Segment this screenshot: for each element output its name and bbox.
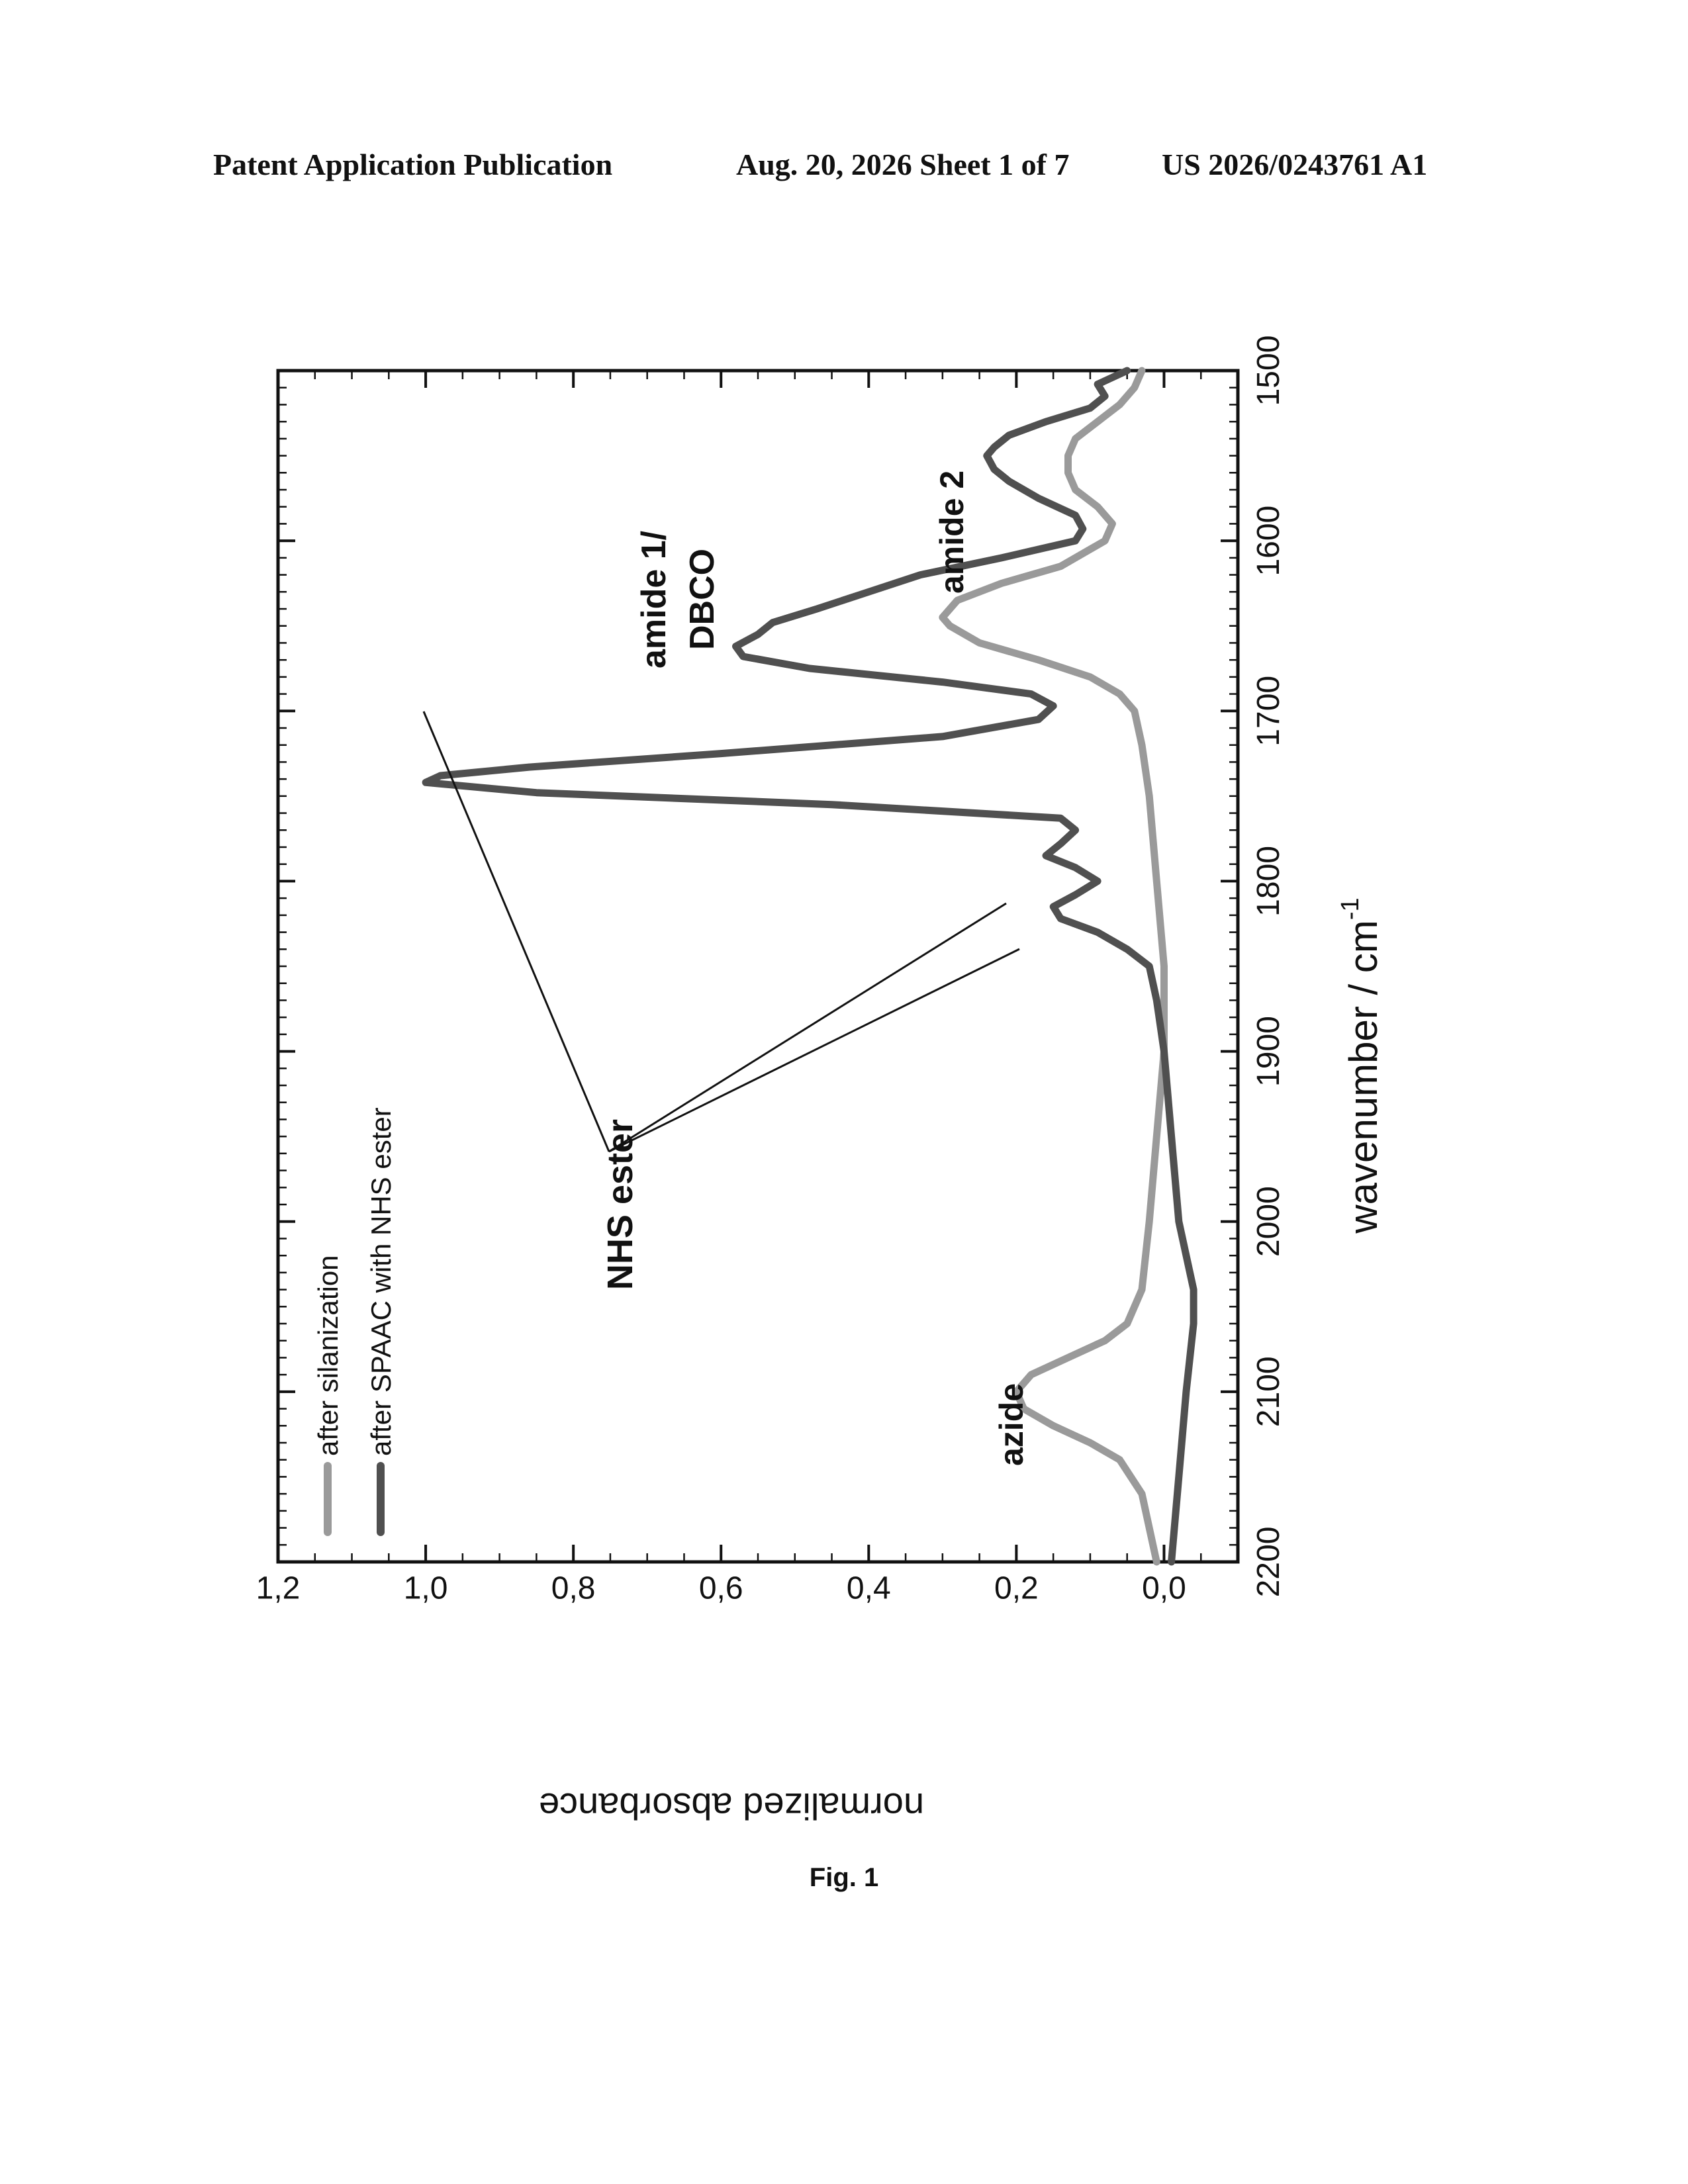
y-tick-label: 0,0 xyxy=(1142,1571,1186,1606)
series-layer xyxy=(426,371,1194,1562)
legend-label-after-silanization: after silanization xyxy=(312,1255,344,1457)
annotation-amide1-line2: DBCO xyxy=(683,549,722,650)
x-tick-label: 1700 xyxy=(1251,676,1286,747)
x-tick-label: 1600 xyxy=(1251,506,1286,576)
leader-line-3 xyxy=(609,949,1019,1152)
nhs-ester-leader-lines xyxy=(424,711,1019,1152)
legend-label-after-spaac: after SPAAC with NHS ester xyxy=(365,1107,397,1456)
peak-annotations: azide NHS ester amide 1/ DBCO amide 2 xyxy=(600,471,1030,1466)
x-tick-labels: 2200 2100 2000 1900 1800 1700 1600 1500 xyxy=(1251,336,1286,1598)
axis-titles: wavenumber / cm-1 xyxy=(1336,897,1385,1234)
annotation-amide2: amide 2 xyxy=(933,471,970,594)
y-tick-labels: 0,0 0,2 0,4 0,6 0,8 1,0 1,2 xyxy=(256,1571,1186,1606)
x-tick-label: 2000 xyxy=(1251,1186,1286,1257)
x-axis-title-main: wavenumber / cm xyxy=(1341,920,1385,1234)
x-tick-label: 2200 xyxy=(1251,1527,1286,1598)
figure-caption: Fig. 1 xyxy=(0,1863,1688,1893)
x-tick-label: 1900 xyxy=(1251,1016,1286,1087)
y-tick-label: 0,4 xyxy=(847,1571,891,1606)
legend: after silanization after SPAAC with NHS … xyxy=(312,1107,397,1532)
series-line-after-spaac xyxy=(426,371,1194,1562)
x-axis-title: wavenumber / cm-1 xyxy=(1336,897,1385,1234)
leader-line-2 xyxy=(609,903,1006,1152)
leader-line-1 xyxy=(424,711,609,1152)
annotation-amide1-line1: amide 1/ xyxy=(635,531,673,668)
x-tick-label: 1800 xyxy=(1251,846,1286,917)
x-tick-label: 2100 xyxy=(1251,1356,1286,1427)
y-tick-label: 0,2 xyxy=(994,1571,1039,1606)
x-tick-label: 1500 xyxy=(1251,336,1286,406)
y-tick-label: 1,2 xyxy=(256,1571,301,1606)
annotation-nhs-ester: NHS ester xyxy=(600,1119,640,1290)
y-axis-title: normalized absorbance xyxy=(539,1786,924,1827)
y-tick-label: 0,8 xyxy=(551,1571,596,1606)
annotation-azide: azide xyxy=(993,1383,1030,1466)
y-tick-label: 0,6 xyxy=(699,1571,743,1606)
x-axis-title-superscript: -1 xyxy=(1336,897,1364,920)
y-tick-label: 1,0 xyxy=(404,1571,448,1606)
